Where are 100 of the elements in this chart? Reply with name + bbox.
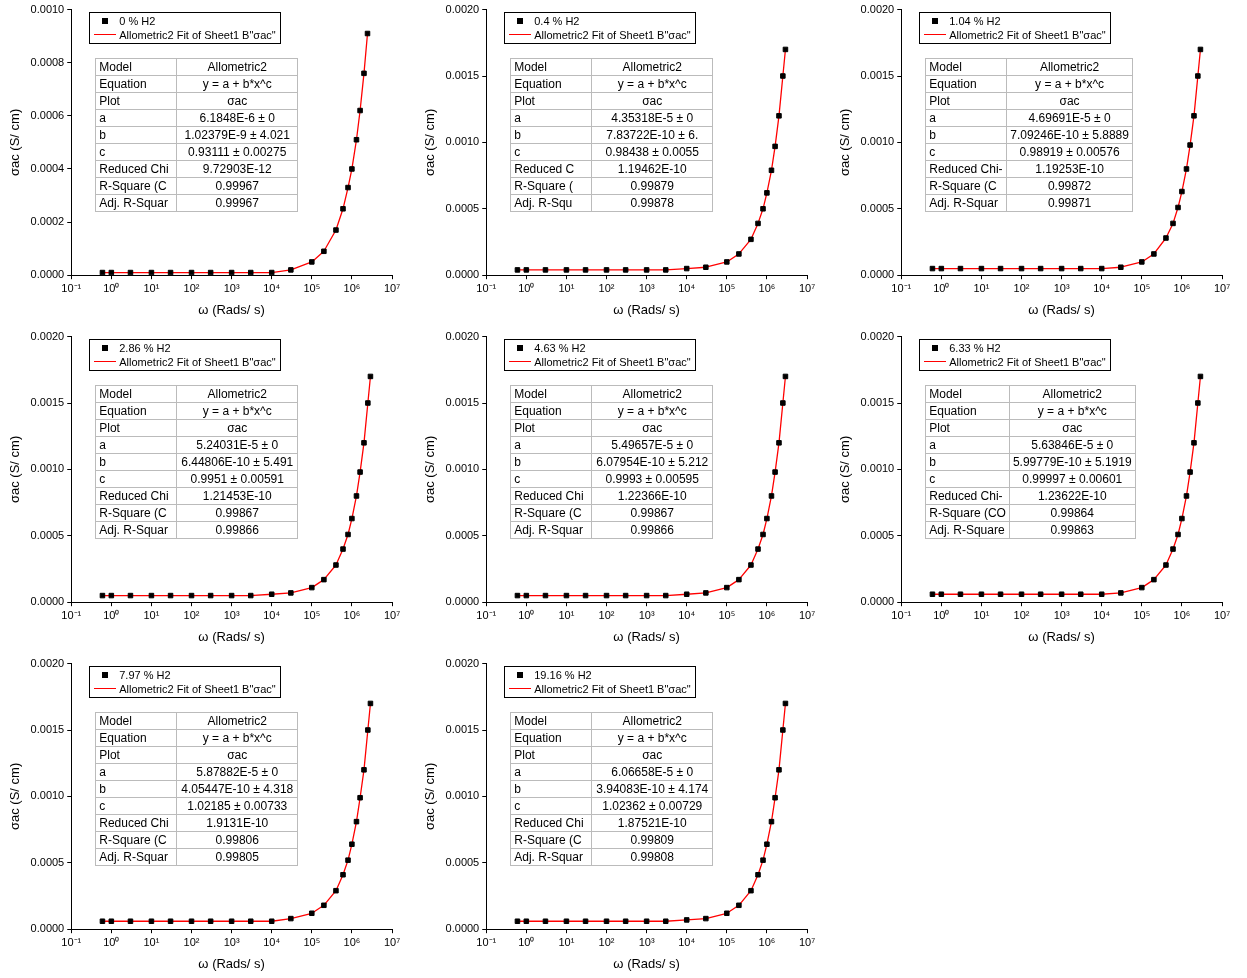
annotation: c: [95, 797, 177, 815]
annotation: R-Square (C: [510, 831, 592, 849]
annotation: a: [95, 436, 177, 454]
annotation: 1.23622E-10: [1009, 487, 1136, 505]
x-tick-label: 10⁶: [1173, 281, 1191, 294]
x-tick-label: 10³: [223, 935, 240, 948]
annotation: 1.19253E-10: [1006, 160, 1133, 178]
annotation: y = a + b*x^c: [1006, 75, 1133, 93]
y-axis-title: σac (S/ cm): [7, 762, 23, 831]
annotation: Allometric2: [591, 712, 713, 730]
x-tick-label: 10⁰: [103, 281, 120, 294]
annotation: 0.9993 ± 0.00595: [591, 470, 713, 488]
y-tick-label: 0.0015: [860, 396, 895, 409]
x-tick-label: 10⁰: [518, 935, 535, 948]
x-tick-label: 10⁴: [678, 281, 696, 294]
x-tick-label: 10⁰: [933, 608, 950, 621]
x-tick-label: 10²: [1013, 281, 1030, 294]
y-axis-title: σac (S/ cm): [422, 435, 438, 504]
y-axis-title: σac (S/ cm): [837, 435, 853, 504]
y-tick-label: 0.0020: [30, 656, 65, 669]
annotation: σac: [176, 419, 298, 437]
annotation: Equation: [95, 729, 177, 747]
x-tick-label: 10⁶: [1173, 608, 1191, 621]
annotation: R-Square (: [510, 177, 592, 195]
annotation: 0.99967: [176, 177, 298, 195]
annotation: b: [510, 453, 592, 471]
annotation: 0.99872: [1006, 177, 1133, 195]
y-tick-label: 0.0020: [445, 2, 480, 15]
annotation: 1.02379E-9 ± 4.021: [176, 126, 298, 144]
legend-label: 2.86 % H2: [119, 341, 171, 354]
annotation: Model: [510, 712, 592, 730]
annotation: 4.35318E-5 ± 0: [591, 109, 713, 127]
annotation: R-Square (CO: [925, 504, 1010, 522]
x-tick-label: 10⁷: [383, 281, 401, 294]
annotation: Equation: [95, 75, 177, 93]
annotation: 1.21453E-10: [176, 487, 298, 505]
y-tick-label: 0.0000: [860, 595, 895, 608]
annotation: 0.99967: [176, 194, 298, 212]
annotation: 0.99867: [176, 504, 298, 522]
annotation: a: [95, 763, 177, 781]
y-tick-label: 0.0002: [30, 215, 65, 228]
x-tick-label: 10⁻¹: [61, 281, 82, 294]
y-tick-label: 0.0015: [445, 396, 480, 409]
annotation: R-Square (C: [95, 177, 177, 195]
annotation: R-Square (C: [925, 177, 1007, 195]
annotation: 6.44806E-10 ± 5.491: [176, 453, 298, 471]
legend-label: 0 % H2: [119, 14, 156, 27]
x-axis-title: ω (Rads/ s): [198, 955, 265, 971]
annotation: Plot: [95, 746, 177, 764]
annotation: Equation: [925, 75, 1007, 93]
annotation: b: [95, 126, 177, 144]
annotation: Model: [510, 58, 592, 76]
x-tick-label: 10⁻¹: [476, 608, 497, 621]
x-tick-label: 10²: [598, 281, 615, 294]
annotation: 0.99997 ± 0.00601: [1009, 470, 1136, 488]
annotation: 0.99879: [591, 177, 713, 195]
x-axis-title: ω (Rads/ s): [1028, 628, 1095, 644]
annotation: a: [95, 109, 177, 127]
annotation: b: [510, 126, 592, 144]
annotation: b: [510, 780, 592, 798]
legend-label: 6.33 % H2: [949, 341, 1001, 354]
legend-label: Allometric2 Fit of Sheet1 B"σac": [949, 28, 1106, 41]
annotation: 6.06658E-5 ± 0: [591, 763, 713, 781]
annotation: 5.87882E-5 ± 0: [176, 763, 298, 781]
y-tick-label: 0.0000: [445, 268, 480, 281]
legend-label: Allometric2 Fit of Sheet1 B"σac": [534, 355, 691, 368]
annotation: 4.05447E-10 ± 4.318: [176, 780, 298, 798]
y-tick-label: 0.0015: [30, 396, 65, 409]
annotation: 0.93111 ± 0.00275: [176, 143, 298, 161]
annotation: Allometric2: [176, 385, 298, 403]
x-tick-label: 10⁶: [343, 935, 361, 948]
y-tick-label: 0.0015: [860, 69, 895, 82]
annotation: 5.49657E-5 ± 0: [591, 436, 713, 454]
annotation: a: [925, 109, 1007, 127]
annotation: 4.69691E-5 ± 0: [1006, 109, 1133, 127]
y-tick-label: 0.0015: [30, 723, 65, 736]
x-tick-label: 10¹: [143, 935, 160, 948]
y-tick-label: 0.0010: [30, 2, 65, 15]
x-tick-label: 10²: [183, 608, 200, 621]
y-tick-label: 0.0010: [30, 789, 65, 802]
legend-label: Allometric2 Fit of Sheet1 B"σac": [534, 682, 691, 695]
x-tick-label: 10²: [598, 935, 615, 948]
annotation: Allometric2: [1006, 58, 1133, 76]
y-tick-label: 0.0005: [445, 855, 480, 868]
annotation: Equation: [510, 75, 592, 93]
annotation: Allometric2: [591, 385, 713, 403]
annotation: 1.02185 ± 0.00733: [176, 797, 298, 815]
x-axis-title: ω (Rads/ s): [198, 301, 265, 317]
annotation: Plot: [925, 419, 1010, 437]
x-tick-label: 10⁰: [103, 608, 120, 621]
x-tick-label: 10⁴: [678, 608, 696, 621]
y-tick-label: 0.0005: [860, 201, 895, 214]
annotation: 5.24031E-5 ± 0: [176, 436, 298, 454]
annotation: Adj. R-Squar: [95, 848, 177, 866]
annotation: 9.72903E-12: [176, 160, 298, 178]
x-tick-label: 10³: [223, 281, 240, 294]
legend-label: 7.97 % H2: [119, 668, 171, 681]
annotation: Reduced Chi-: [925, 160, 1007, 178]
annotation: 1.9131E-10: [176, 814, 298, 832]
annotation: c: [95, 143, 177, 161]
